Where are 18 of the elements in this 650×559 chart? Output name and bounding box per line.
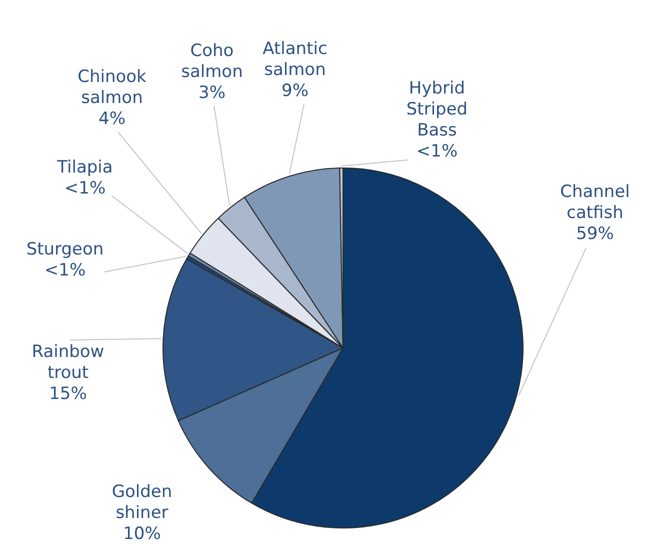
slice-label: Atlantic salmon [262,39,328,80]
slice-label: Chinook salmon [78,67,147,108]
slice-label: Hybrid Striped Bass [406,78,468,140]
slice-label: Golden shiner [112,482,172,523]
data-label: 59% [576,224,614,244]
data-label: <1% [44,260,86,280]
data-label: 10% [123,524,161,544]
data-label: 9% [282,81,308,101]
slice-label: Rainbow trout [32,342,104,383]
slice-label: Coho salmon [181,41,243,82]
slice-label: Tilapia [56,158,113,178]
slice-label: Sturgeon [26,240,104,260]
slice-label: Channel catfish [560,182,630,223]
data-label: <1% [64,178,106,198]
data-label: 4% [98,109,126,129]
data-label: 15% [49,384,87,404]
data-label: 3% [198,83,226,103]
data-label: <1% [416,142,458,162]
